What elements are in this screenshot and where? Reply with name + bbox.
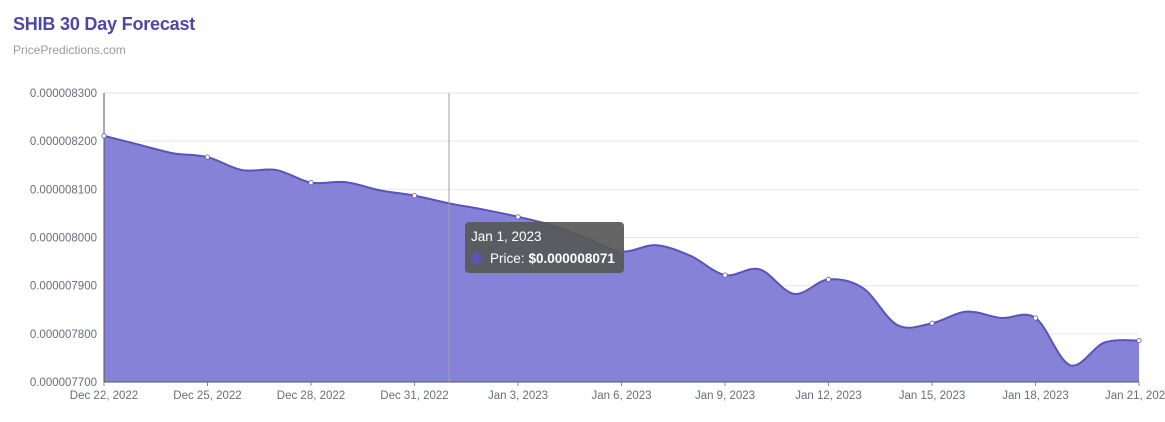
- x-tick-label: Jan 3, 2023: [488, 390, 548, 402]
- x-tick-label: Jan 12, 2023: [795, 390, 862, 402]
- y-tick-label: 0.000008200: [30, 136, 97, 148]
- data-point[interactable]: [204, 154, 211, 160]
- data-points: [101, 133, 1142, 344]
- x-axis-tick-labels: Dec 22, 2022 Dec 25, 2022 Dec 28, 2022 Dec …: [70, 390, 1165, 402]
- tooltip-date: Jan 1, 2023: [471, 229, 542, 244]
- x-tick-label: Jan 18, 2023: [1002, 390, 1069, 402]
- data-point[interactable]: [308, 179, 314, 186]
- data-point[interactable]: [515, 214, 521, 220]
- x-tick-label: Jan 21, 2023: [1105, 390, 1165, 402]
- price-tooltip: Jan 1, 2023 Price: $0.000008071: [465, 222, 624, 273]
- series-color-dot-icon: [471, 253, 482, 264]
- data-point[interactable]: [825, 276, 832, 283]
- data-point[interactable]: [722, 272, 728, 278]
- data-point[interactable]: [101, 133, 107, 139]
- y-tick-label: 0.000007700: [30, 377, 97, 389]
- x-tick-label: Dec 28, 2022: [277, 390, 345, 402]
- data-point[interactable]: [929, 320, 935, 326]
- data-point[interactable]: [1136, 337, 1142, 344]
- data-point[interactable]: [1032, 315, 1039, 321]
- x-tick-label: Jan 6, 2023: [591, 390, 651, 402]
- y-tick-label: 0.000007800: [30, 329, 97, 341]
- chart-title: SHIB 30 Day Forecast: [13, 14, 196, 34]
- x-tick-label: Jan 15, 2023: [899, 390, 966, 402]
- y-tick-label: 0.000008000: [30, 233, 97, 245]
- x-tick-label: Dec 31, 2022: [380, 390, 448, 402]
- tooltip-value: $0.000008071: [528, 251, 615, 266]
- x-tick-label: Jan 9, 2023: [695, 390, 755, 402]
- x-tick-label: Dec 25, 2022: [173, 390, 241, 402]
- data-point[interactable]: [411, 192, 418, 199]
- x-tick-label: Dec 22, 2022: [70, 390, 138, 402]
- y-tick-label: 0.000008100: [30, 184, 97, 196]
- chart-subtitle: PricePredictions.com: [13, 43, 126, 57]
- tooltip-series-label: Price:: [490, 251, 525, 266]
- axes: [103, 93, 1140, 386]
- y-tick-label: 0.000008300: [30, 88, 97, 100]
- y-axis-tick-labels: 0.000007700 0.000007800 0.000007900 0.00000…: [30, 88, 97, 389]
- y-tick-label: 0.000007900: [30, 281, 97, 293]
- tooltip-row: Price: $0.000008071: [471, 251, 618, 266]
